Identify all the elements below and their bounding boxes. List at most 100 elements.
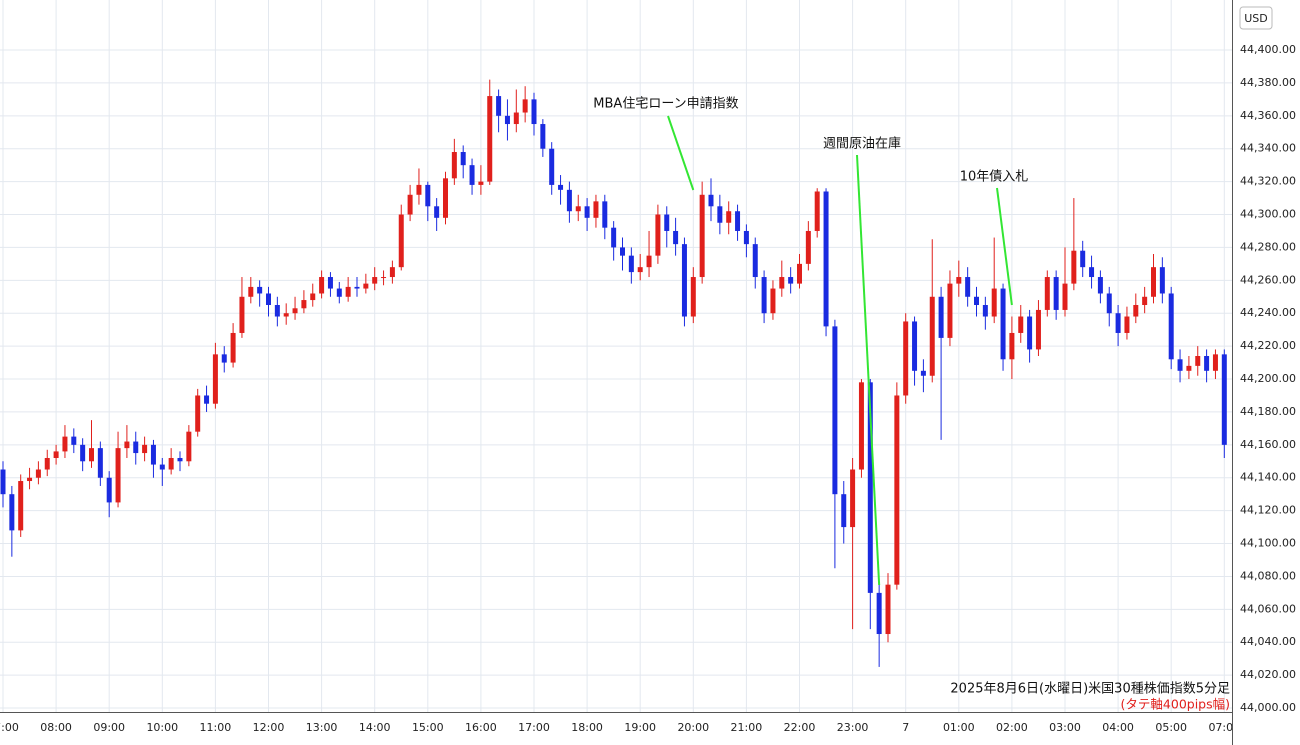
candle-body (18, 481, 24, 531)
candle-body (549, 148, 555, 185)
x-tick-label: 18:00 (571, 721, 603, 734)
candle-body (814, 191, 820, 231)
annotation: MBA住宅ローン申請指数 (593, 97, 738, 112)
candle-body (956, 277, 962, 284)
candle-body (221, 354, 227, 363)
candle-body (929, 296, 935, 376)
y-tick-label: 44,080.00 (1240, 569, 1296, 582)
candle-body (593, 201, 599, 218)
candle-body (478, 181, 484, 185)
candle-body (965, 277, 971, 297)
candle-body (345, 286, 351, 297)
candle-body (1177, 359, 1183, 371)
candle-body (1000, 288, 1006, 360)
x-tick-label: 05:00 (1155, 721, 1187, 734)
candle-body (805, 230, 811, 264)
candle-body (1071, 250, 1077, 284)
candle-body (602, 201, 608, 228)
candle-body (850, 469, 856, 528)
candle-body (655, 214, 661, 256)
y-tick-label: 44,160.00 (1240, 438, 1296, 451)
candle-body (434, 206, 440, 218)
candle-body (637, 267, 643, 273)
candle-body (717, 206, 723, 223)
candle-body (841, 494, 847, 528)
candle-body (513, 112, 519, 125)
candle-body (1089, 267, 1095, 278)
currency-box (1239, 6, 1273, 30)
candle-body (673, 230, 679, 245)
x-tick-label: 02:00 (996, 721, 1028, 734)
y-tick-label: 44,380.00 (1240, 76, 1296, 89)
candle-body (681, 244, 687, 317)
candle-body (274, 305, 280, 317)
candle-body (1115, 313, 1121, 333)
y-tick-label: 44,400.00 (1240, 43, 1296, 56)
candle-body (584, 206, 590, 218)
x-tick-label: 15:00 (412, 721, 444, 734)
candle-body (894, 395, 900, 585)
candle-body (443, 178, 448, 218)
x-tick-label: 21:00 (731, 721, 763, 734)
x-tick-label: 22:00 (784, 721, 816, 734)
candle-body (611, 227, 617, 248)
candle-body (204, 395, 210, 404)
x-tick-label: 10:00 (146, 721, 178, 734)
y-tick-label: 44,240.00 (1240, 306, 1296, 319)
x-tick-label: 04:00 (1102, 721, 1134, 734)
candle-body (363, 283, 369, 289)
candle-body (416, 184, 422, 195)
candle-body (1035, 309, 1041, 350)
candle-body (823, 191, 829, 327)
candle-body (35, 469, 41, 478)
annotation-pointer (856, 154, 881, 586)
candle-body (496, 96, 502, 116)
x-tick-label: 7 (902, 721, 909, 734)
candle-body (690, 277, 696, 317)
candle-body (407, 194, 413, 215)
y-tick-label: 44,140.00 (1240, 471, 1296, 484)
y-tick-label: 44,300.00 (1240, 208, 1296, 221)
candle-body (982, 305, 988, 317)
candle-body (920, 370, 926, 376)
candle-body (797, 263, 802, 284)
y-tick-label: 44,060.00 (1240, 602, 1296, 615)
x-tick-label: 17:00 (518, 721, 550, 734)
candle-body (620, 247, 625, 256)
candle-body (44, 457, 50, 470)
candle-body (53, 451, 59, 458)
candle-body (1027, 316, 1033, 350)
y-tick-label: 44,100.00 (1240, 537, 1296, 550)
x-tick-label: 16:00 (465, 721, 497, 734)
candle-body (991, 288, 997, 317)
candle-body (876, 592, 882, 635)
candle-body (1186, 365, 1192, 371)
candle-body (451, 152, 457, 179)
candle-body (708, 194, 714, 207)
x-tick-label: 13:00 (306, 721, 338, 734)
candle-body (1018, 316, 1024, 333)
caption: 2025年8月6日(水曜日)米国30種株価指数5分足 (950, 681, 1230, 697)
candles (0, 79, 1227, 667)
candle-body (150, 444, 156, 465)
y-tick-label: 44,360.00 (1240, 109, 1296, 122)
y-tick-label: 44,340.00 (1240, 142, 1296, 155)
candle-body (301, 300, 307, 309)
candle-body (1212, 354, 1218, 371)
candle-body (106, 477, 112, 503)
candle-body (885, 584, 891, 635)
candle-body (566, 189, 572, 212)
candle-body (1053, 277, 1059, 310)
candle-body (469, 165, 475, 185)
candle-body (575, 206, 581, 212)
candle-body (832, 326, 838, 495)
candle-body (1221, 354, 1227, 445)
candle-body (266, 293, 271, 306)
candle-body (1151, 267, 1156, 297)
x-tick-label: 19:00 (624, 721, 656, 734)
candle-body (903, 321, 909, 396)
candle-body (788, 277, 794, 284)
candle-body (389, 267, 395, 278)
x-tick-label: 08:00 (40, 721, 72, 734)
